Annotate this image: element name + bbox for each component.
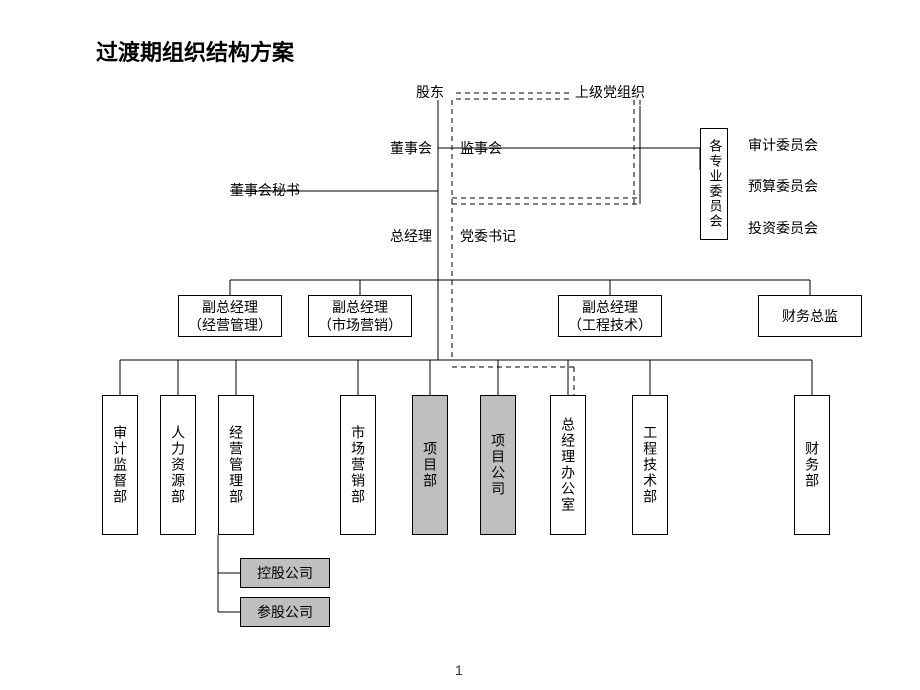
vp-box-engineering: 副总经理 （工程技术） xyxy=(558,295,662,337)
page-title: 过渡期组织结构方案 xyxy=(96,35,294,67)
dept-audit: 审计监督部 xyxy=(102,395,138,535)
dept-marketing: 市场营销部 xyxy=(340,395,376,535)
label-shareholder: 股东 xyxy=(416,82,444,102)
committee-budget: 预算委员会 xyxy=(748,176,818,196)
label-board-secretary: 董事会秘书 xyxy=(230,180,300,200)
vp-box-marketing: 副总经理 （市场营销） xyxy=(308,295,412,337)
label-supervisory: 监事会 xyxy=(460,138,502,158)
dept-finance: 财务部 xyxy=(794,395,830,535)
dept-project: 项目部 xyxy=(412,395,448,535)
dept-gm-office: 总经理办公室 xyxy=(550,395,586,535)
sub-holding: 控股公司 xyxy=(240,558,330,588)
committee-invest: 投资委员会 xyxy=(748,218,818,238)
dept-ops-mgmt: 经营管理部 xyxy=(218,395,254,535)
label-board: 董事会 xyxy=(390,138,432,158)
dept-project-company: 项目公司 xyxy=(480,395,516,535)
connector-lines xyxy=(0,0,920,690)
committee-box: 各专业委员会 xyxy=(700,128,728,240)
dept-engineering: 工程技术部 xyxy=(632,395,668,535)
label-party-secretary: 党委书记 xyxy=(460,226,516,246)
label-upper-party: 上级党组织 xyxy=(575,82,645,102)
page-number: 1 xyxy=(455,662,463,678)
committee-audit: 审计委员会 xyxy=(748,135,818,155)
label-gm: 总经理 xyxy=(390,226,432,246)
dept-hr: 人力资源部 xyxy=(160,395,196,535)
vp-box-ops: 副总经理 （经营管理） xyxy=(178,295,282,337)
vp-box-cfo: 财务总监 xyxy=(758,295,862,337)
sub-equity: 参股公司 xyxy=(240,597,330,627)
